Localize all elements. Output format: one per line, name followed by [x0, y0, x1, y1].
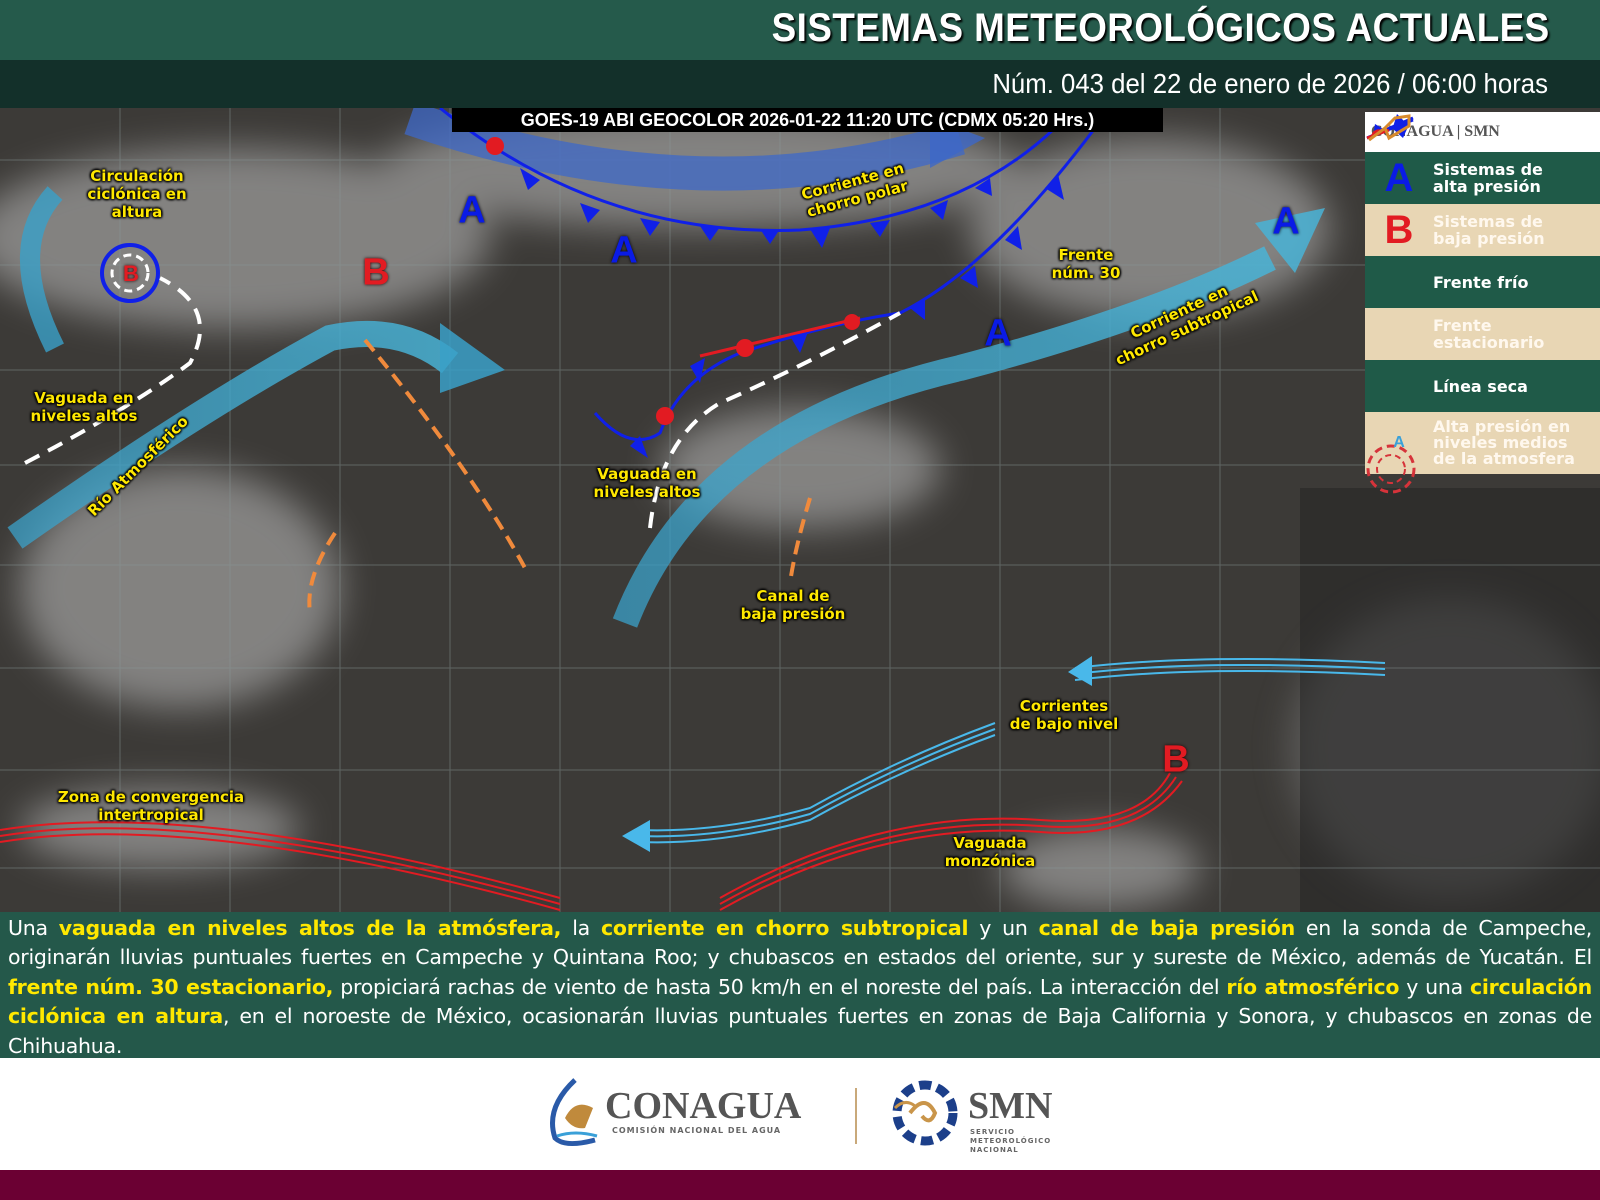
circulation-arrow [20, 186, 64, 353]
stationary-front [593, 127, 1097, 442]
bulletin-date: Núm. 043 del 22 de enero de 2026 / 06:00… [992, 68, 1548, 99]
smn-wordmark: SMN [968, 1085, 1053, 1127]
footer-bar [0, 1170, 1600, 1200]
description-text: propiciará rachas de viento de hasta 50 … [333, 974, 1227, 999]
grid-lines [0, 108, 1600, 912]
conagua-wordmark: CONAGUA [605, 1085, 802, 1127]
label-monsoon-trough: Vaguada monzónica [944, 834, 1036, 870]
high-pressure-marker: A [610, 229, 638, 272]
highlighted-phrase: vaguada en niveles altos de la atmósfera… [58, 916, 562, 940]
atmospheric-river-arrowhead [440, 323, 505, 393]
conagua-subtitle: COMISIÓN NACIONAL DEL AGUA [612, 1126, 782, 1135]
legend-item: Línea seca [1365, 114, 1600, 412]
highlighted-phrase: circulación ciclónica en altura [8, 974, 1592, 1029]
conagua-logo-icon [550, 1078, 598, 1146]
high-pressure-marker: A [458, 189, 486, 232]
legend-item: A Sistemas de alta presión [1365, 152, 1600, 204]
description-text: y un [968, 916, 1039, 940]
mid-level-high-icon [1366, 444, 1416, 494]
stationary-front-warm-segment [699, 316, 861, 358]
footer-logos: CONAGUA COMISIÓN NACIONAL DEL AGUA SMN S… [0, 1058, 1600, 1170]
cold-front-polar [439, 108, 1057, 232]
legend-item: Frente estacionario [1365, 118, 1600, 360]
header: SISTEMAS METEOROLÓGICOS ACTUALES [0, 0, 1600, 60]
legend-label: Línea seca [1433, 376, 1528, 396]
highlighted-phrase: frente núm. 30 estacionario, [8, 974, 334, 999]
upper-trough-west [24, 276, 202, 465]
smn-subtitle: SERVICIO METEOROLÓGICO NACIONAL [970, 1128, 1052, 1154]
highlighted-phrase: río atmosférico [1226, 974, 1400, 999]
description-text: , en el noroeste de México, ocasionarán … [8, 1004, 1592, 1058]
low-level-arrowhead-west [622, 820, 650, 852]
legend-label: Alta presión en niveles medios de la atm… [1433, 417, 1575, 468]
satellite-caption: GOES-19 ABI GEOCOLOR 2026-01-22 11:20 UT… [452, 108, 1163, 132]
label-front-30: Frente núm. 30 [1051, 246, 1121, 282]
dry-lines [307, 338, 812, 614]
label-low-level-currents: Corrientes de bajo nivel [1009, 697, 1119, 733]
cyclonic-circulation-ring [100, 243, 160, 303]
dry-line-icon [1368, 114, 1411, 142]
label-low-pressure-channel: Canal de baja presión [740, 587, 846, 623]
subtropical-jet-stream [612, 246, 1276, 628]
label-upper-trough-central: Vaguada en niveles altos [593, 465, 701, 501]
label-itcz: Zona de convergencia intertropical [57, 788, 245, 824]
high-pressure-icon: A [1384, 155, 1414, 200]
legend-item: B Sistemas de baja presión [1365, 204, 1600, 256]
legend-item: A Alta presión en niveles medios de la at… [1365, 412, 1600, 494]
low-pressure-marker: B [123, 261, 139, 286]
high-pressure-marker: A [984, 312, 1012, 355]
low-pressure-marker: B [362, 251, 390, 294]
label-upper-trough-west: Vaguada en niveles altos [30, 389, 138, 425]
logo-divider [855, 1088, 857, 1144]
legend: CONAGUA | SMN A Sistemas de alta presión … [1365, 112, 1600, 494]
upper-trough-central [648, 311, 901, 529]
cold-front-triangles [520, 168, 992, 248]
subheader: Núm. 043 del 22 de enero de 2026 / 06:00… [0, 60, 1600, 108]
satellite-map: GOES-19 ABI GEOCOLOR 2026-01-22 11:20 UT… [0, 108, 1600, 912]
legend-label: Sistemas de alta presión [1433, 160, 1543, 196]
label-cyclonic-circulation: Circulación ciclónica en altura [87, 167, 187, 221]
stationary-front-triangles [630, 174, 1064, 458]
description-text: la [561, 916, 601, 940]
night-region [1300, 488, 1600, 912]
description-text: Una [8, 916, 59, 940]
highlighted-phrase: canal de baja presión [1038, 916, 1296, 940]
description-text: en la sonda de Campeche, originarán lluv… [8, 916, 1592, 970]
cyclonic-circulation-inner [110, 253, 150, 293]
itcz [0, 772, 1183, 911]
highlighted-phrase: corriente en chorro subtropical [600, 916, 969, 940]
description-text: y una [1399, 974, 1470, 999]
low-pressure-icon: B [1384, 207, 1414, 252]
legend-label: Frente estacionario [1433, 316, 1545, 352]
low-level-currents [639, 658, 1386, 844]
warm-front-semicircle [486, 137, 504, 155]
subtropical-jet-arrowhead [1255, 208, 1325, 273]
stationary-front-semicircles [656, 314, 860, 425]
low-pressure-marker: B [1162, 738, 1190, 781]
low-level-arrowhead-east [1068, 656, 1092, 686]
page-title: SISTEMAS METEOROLÓGICOS ACTUALES [771, 6, 1550, 50]
map-overlay [0, 108, 1600, 912]
bulletin-description: Una vaguada en niveles altos de la atmós… [0, 912, 1600, 1058]
legend-item: Frente frío [1365, 114, 1600, 308]
legend-label: Frente frío [1433, 272, 1529, 292]
mid-level-high-letter: A [1393, 434, 1405, 451]
atmospheric-river [7, 320, 459, 549]
smn-logo-icon [892, 1080, 958, 1146]
high-pressure-marker: A [1272, 200, 1300, 243]
legend-label: Sistemas de baja presión [1433, 212, 1545, 248]
